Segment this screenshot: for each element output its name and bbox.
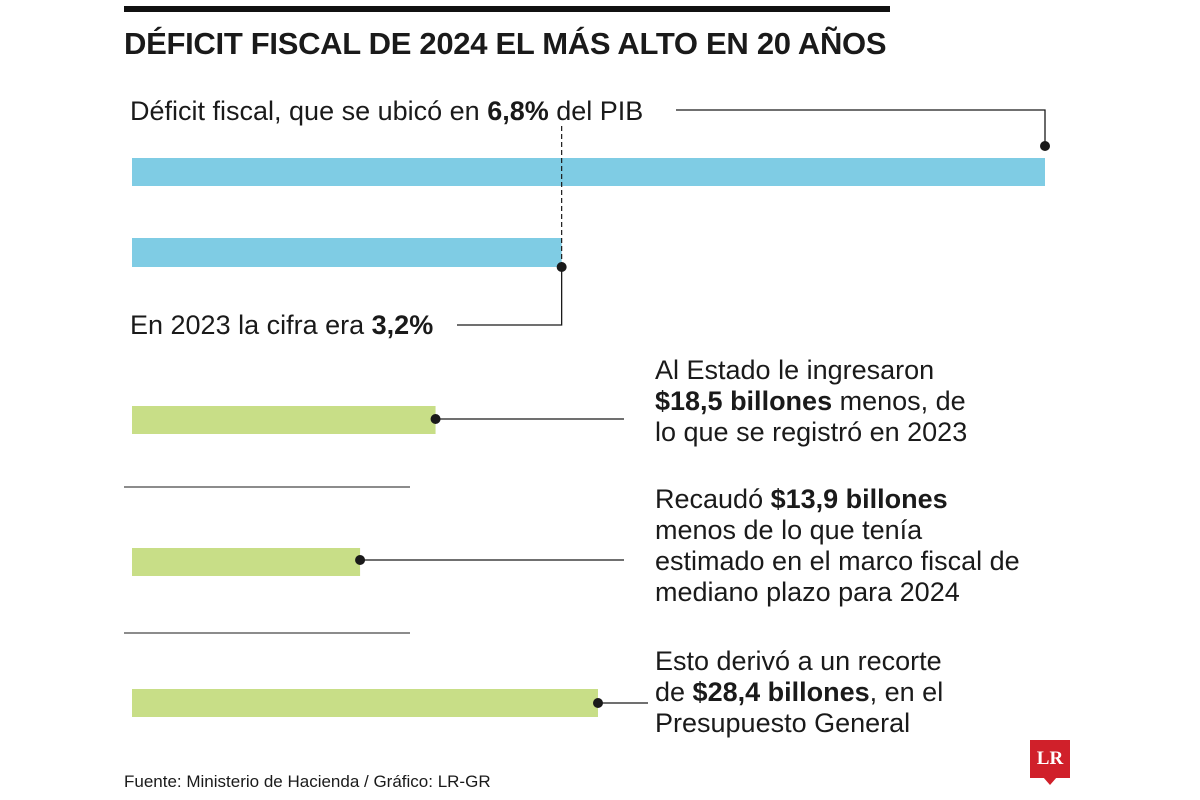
title-rule <box>124 6 890 12</box>
bar-recorte <box>132 689 598 717</box>
note-ingresos-value: $18,5 billones <box>655 386 833 416</box>
note-recorte-line2: de $28,4 billones, en el <box>655 677 943 708</box>
lr-logo-tail <box>1043 777 1057 785</box>
marker-recaudo <box>355 555 366 565</box>
note-recorte-line3: Presupuesto General <box>655 708 911 738</box>
note-recaudo: Recaudó $13,9 billones menos de lo que t… <box>655 484 1020 608</box>
marker-deficit-2024 <box>1040 141 1050 151</box>
marker-ingresos <box>430 414 441 424</box>
note-recorte-line2-pre: de <box>655 677 693 707</box>
bar-recaudo <box>132 548 361 576</box>
note-recorte: Esto derivó a un recorte de $28,4 billon… <box>655 646 943 739</box>
note-deficit-2024-value: 6,8% <box>487 96 549 126</box>
note-ingresos-line1: Al Estado le ingresaron <box>655 355 935 385</box>
bar-deficit-2024 <box>132 158 1045 186</box>
note-deficit-2023: En 2023 la cifra era 3,2% <box>130 310 433 341</box>
note-recaudo-line3: estimado en el marco fiscal de <box>655 546 1020 576</box>
note-recaudo-value: $13,9 billones <box>770 484 948 514</box>
note-recorte-value: $28,4 billones <box>692 677 870 707</box>
note-recaudo-line1: Recaudó $13,9 billones <box>655 484 1020 515</box>
note-ingresos-line3: lo que se registró en 2023 <box>655 417 968 447</box>
note-ingresos: Al Estado le ingresaron $18,5 billones m… <box>655 355 967 448</box>
note-recaudo-line2: menos de lo que tenía <box>655 515 923 545</box>
note-deficit-2023-value: 3,2% <box>371 310 434 340</box>
note-deficit-2024-pre: Déficit fiscal, que se ubicó en <box>130 96 488 126</box>
note-ingresos-line2-post: menos, de <box>832 386 966 416</box>
note-recorte-line1: Esto derivó a un recorte <box>655 646 942 676</box>
bar-deficit-2023 <box>132 238 562 267</box>
note-deficit-2024-post: del PIB <box>548 96 644 126</box>
leader-deficit-2024 <box>676 109 1046 146</box>
note-deficit-2024: Déficit fiscal, que se ubicó en 6,8% del… <box>130 96 643 127</box>
note-recaudo-line1-pre: Recaudó <box>655 484 771 514</box>
note-recaudo-line4: mediano plazo para 2024 <box>655 577 960 607</box>
bar-ingresos <box>132 406 436 434</box>
note-ingresos-line2: $18,5 billones menos, de <box>655 386 967 417</box>
leader-deficit-2023 <box>457 267 563 326</box>
marker-recorte <box>593 698 603 708</box>
marker-deficit-2023 <box>556 262 567 272</box>
note-recorte-line2-post: , en el <box>869 677 944 707</box>
lr-logo: LR <box>1030 740 1070 778</box>
chart-title: DÉFICIT FISCAL DE 2024 EL MÁS ALTO EN 20… <box>124 26 887 61</box>
source-note: Fuente: Ministerio de Hacienda / Gráfico… <box>124 772 491 791</box>
note-deficit-2023-pre: En 2023 la cifra era <box>130 310 372 340</box>
